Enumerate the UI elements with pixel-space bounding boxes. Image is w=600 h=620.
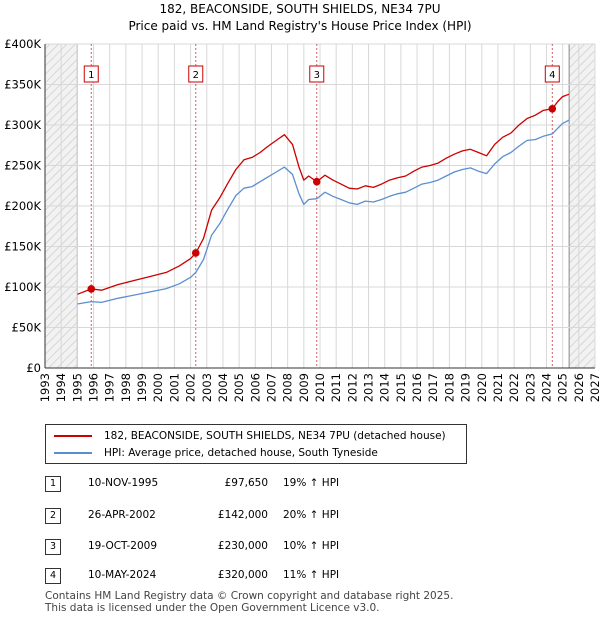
x-tick-label: 1994 [54,373,68,402]
sale-marker-label: 3 [314,70,320,81]
y-tick-label: £300K [4,118,41,132]
y-tick-label: £50K [12,321,42,335]
footer-copyright: Contains HM Land Registry data © Crown c… [45,590,454,602]
x-tick-label: 1997 [103,373,117,402]
x-tick-label: 2017 [426,373,440,402]
sale-marker-box [544,65,560,83]
x-tick-label: 2020 [475,373,489,402]
y-tick-label: £0 [26,361,41,375]
y-tick-label: £150K [4,240,41,254]
x-tick-label: 2014 [378,373,392,402]
x-tick-label: 2007 [264,373,278,402]
x-tick-label: 2003 [200,373,214,402]
x-tick-label: 2006 [248,373,262,402]
x-tick-label: 2012 [345,373,359,402]
sale-number-badge: 2 [45,508,61,524]
x-tick-label: 1999 [135,373,149,402]
sale-point [548,105,557,113]
sale-point [87,285,96,293]
sale-marker-label: 4 [549,70,555,81]
x-tick-label: 1995 [70,373,84,402]
x-tick-label: 2025 [556,373,570,402]
footer: Contains HM Land Registry data © Crown c… [45,590,453,614]
legend-swatch-property [54,435,92,437]
sale-hpi-diff: 11% ↑ HPI [283,569,340,581]
x-tick-label: 2001 [167,373,181,402]
chart-title: 182, BEACONSIDE, SOUTH SHIELDS, NE34 7PU [159,2,441,16]
y-tick-label: £400K [4,37,41,51]
sale-marker-label: 2 [193,70,199,81]
sale-hpi-diff: 10% ↑ HPI [283,540,340,552]
sale-number-badge: 1 [45,476,61,492]
legend: 182, BEACONSIDE, SOUTH SHIELDS, NE34 7PU… [45,424,467,464]
x-tick-label: 2005 [232,373,246,402]
y-tick-label: £250K [4,159,41,173]
x-tick-label: 2018 [442,373,456,402]
x-tick-label: 1993 [38,373,52,402]
y-tick-label: £350K [4,78,41,92]
x-tick-label: 2004 [216,373,230,402]
x-tick-label: 1996 [87,373,101,402]
sale-marker-label: 1 [88,70,94,81]
legend-label-property: 182, BEACONSIDE, SOUTH SHIELDS, NE34 7PU… [104,430,446,442]
y-tick-label: £200K [4,199,41,213]
x-tick-label: 2011 [329,373,343,402]
x-tick-label: 2008 [281,373,295,402]
x-tick-label: 2000 [151,373,165,402]
y-tick-label: £100K [4,280,41,294]
sale-price: £97,650 [224,477,268,489]
sale-marker-box [188,65,204,83]
sale-date: 19-OCT-2009 [88,540,157,552]
sale-number-badge: 4 [45,568,61,584]
x-tick-label: 2019 [459,373,473,402]
sale-row: 4 10-MAY-2024 £320,000 11% ↑ HPI [0,568,600,586]
x-tick-label: 2015 [394,373,408,402]
sale-price: £142,000 [217,509,268,521]
sale-price: £320,000 [217,569,268,581]
legend-item-property: 182, BEACONSIDE, SOUTH SHIELDS, NE34 7PU… [54,428,446,444]
series-line [77,119,570,305]
sale-row: 1 10-NOV-1995 £97,650 19% ↑ HPI [0,476,600,494]
sale-hpi-diff: 19% ↑ HPI [283,477,340,489]
sale-marker-box [83,65,99,83]
series-line [77,93,570,295]
x-tick-label: 2024 [539,373,553,402]
x-tick-label: 2002 [184,373,198,402]
sale-date: 10-NOV-1995 [88,477,159,489]
x-tick-label: 2013 [362,373,376,402]
sale-number-badge: 3 [45,539,61,555]
sale-marker-box [309,65,325,83]
x-tick-label: 2027 [588,373,600,402]
x-tick-label: 2016 [410,373,424,402]
x-tick-label: 2010 [313,373,327,402]
legend-swatch-hpi [54,452,92,454]
x-tick-label: 2021 [491,373,505,402]
sale-row: 2 26-APR-2002 £142,000 20% ↑ HPI [0,508,600,526]
x-tick-label: 2023 [523,373,537,402]
sale-row: 3 19-OCT-2009 £230,000 10% ↑ HPI [0,539,600,557]
chart-subtitle: Price paid vs. HM Land Registry's House … [128,19,472,33]
price-chart: 1 2 3 4 £0 £50K £100K £150K £200K £250K £300K £350… [4,37,600,402]
x-tick-label: 2009 [297,373,311,402]
sale-point [312,177,321,186]
legend-label-hpi: HPI: Average price, detached house, Sout… [104,447,378,459]
x-tick-label: 2026 [572,373,586,402]
x-tick-label: 1998 [119,373,133,402]
sale-date: 26-APR-2002 [88,509,156,521]
sale-hpi-diff: 20% ↑ HPI [283,509,340,521]
legend-item-hpi: HPI: Average price, detached house, Sout… [54,445,378,461]
x-tick-label: 2022 [507,373,521,402]
sale-date: 10-MAY-2024 [88,569,157,581]
sale-price: £230,000 [217,540,268,552]
sale-point [191,249,200,257]
footer-licence: This data is licensed under the Open Gov… [45,602,380,614]
